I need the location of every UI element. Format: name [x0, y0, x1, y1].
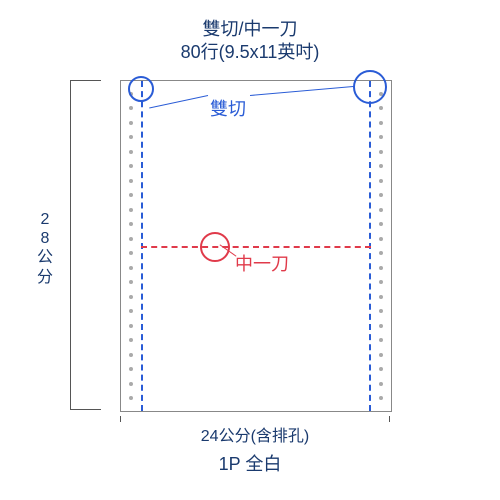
tractor-hole — [379, 396, 383, 400]
dimension-height-label: 28公分 — [36, 210, 54, 287]
dimension-vertical-line — [70, 80, 71, 410]
tractor-hole — [129, 208, 133, 212]
tractor-hole — [129, 280, 133, 284]
tractor-hole — [129, 222, 133, 226]
dimension-width-label: 24公分(含排孔) — [120, 422, 390, 446]
tractor-hole — [129, 353, 133, 357]
tractor-hole — [129, 382, 133, 386]
title-line2: 80行(9.5x11英吋) — [0, 41, 500, 64]
tractor-hole — [379, 135, 383, 139]
tractor-holes-left — [121, 81, 141, 411]
tractor-hole — [379, 222, 383, 226]
tractor-hole — [129, 193, 133, 197]
tractor-hole — [129, 367, 133, 371]
title-block: 雙切/中一刀 80行(9.5x11英吋) — [0, 18, 500, 65]
tractor-hole — [379, 106, 383, 110]
tractor-hole — [379, 251, 383, 255]
title-line1: 雙切/中一刀 — [0, 18, 500, 41]
tractor-hole — [379, 338, 383, 342]
tractor-hole — [129, 150, 133, 154]
tractor-hole — [129, 338, 133, 342]
tractor-hole — [129, 324, 133, 328]
tractor-hole — [379, 353, 383, 357]
tractor-hole — [379, 309, 383, 313]
tractor-hole — [129, 121, 133, 125]
highlight-circle-left — [128, 76, 154, 102]
tractor-hole — [129, 164, 133, 168]
double-cut-label: 雙切 — [210, 95, 246, 121]
tractor-hole — [129, 309, 133, 313]
tractor-hole — [129, 251, 133, 255]
tractor-hole — [379, 208, 383, 212]
tractor-hole — [129, 135, 133, 139]
tractor-hole — [379, 382, 383, 386]
tractor-hole — [379, 266, 383, 270]
tractor-hole — [379, 367, 383, 371]
tractor-hole — [129, 266, 133, 270]
tractor-hole — [379, 150, 383, 154]
tractor-holes-right — [371, 81, 391, 411]
tractor-hole — [379, 164, 383, 168]
highlight-circle-middle — [200, 232, 230, 262]
tractor-hole — [129, 179, 133, 183]
tractor-hole — [129, 396, 133, 400]
tractor-hole — [129, 106, 133, 110]
tractor-hole — [379, 324, 383, 328]
tractor-hole — [379, 237, 383, 241]
perforation-horizontal-middle — [141, 246, 371, 248]
paper-sheet — [120, 80, 392, 412]
tractor-hole — [379, 121, 383, 125]
tractor-hole — [379, 295, 383, 299]
tractor-hole — [379, 280, 383, 284]
highlight-circle-right — [353, 70, 387, 104]
tractor-hole — [379, 179, 383, 183]
tractor-hole — [379, 193, 383, 197]
middle-cut-label: 中一刀 — [235, 250, 289, 276]
tractor-hole — [129, 237, 133, 241]
tractor-hole — [129, 295, 133, 299]
bottom-variant-label: 1P 全白 — [0, 450, 500, 476]
